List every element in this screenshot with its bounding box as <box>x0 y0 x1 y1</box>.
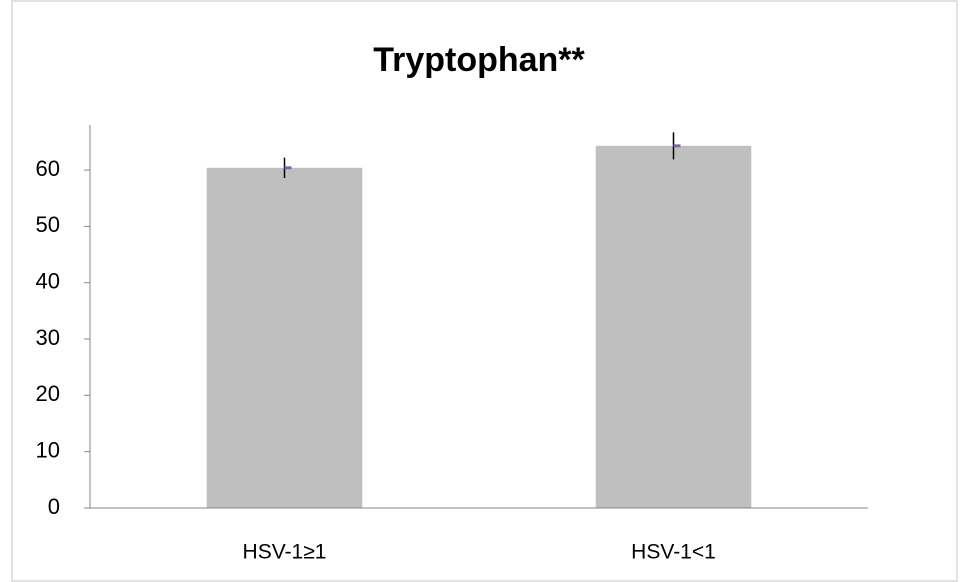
y-tick-label: 0 <box>48 494 60 519</box>
bar <box>595 145 752 508</box>
y-tick-label: 50 <box>36 212 60 237</box>
x-tick-label: HSV-1<1 <box>631 541 716 564</box>
chart-title: Tryptophan** <box>373 41 585 79</box>
y-tick-label: 30 <box>36 325 60 350</box>
y-tick-label: 40 <box>36 269 60 294</box>
bar <box>206 167 363 508</box>
chart-border <box>11 0 958 582</box>
y-tick-label: 60 <box>36 156 60 181</box>
y-tick-label: 10 <box>36 437 60 462</box>
x-tick-label: HSV-1≥1 <box>243 541 327 564</box>
y-tick-label: 20 <box>36 381 60 406</box>
